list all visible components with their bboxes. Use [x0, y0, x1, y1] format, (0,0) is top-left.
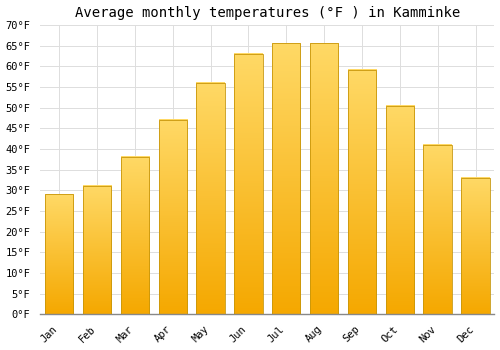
Bar [386, 106, 414, 314]
Bar [83, 186, 111, 314]
Bar [196, 83, 225, 314]
Bar [234, 54, 262, 314]
Title: Average monthly temperatures (°F ) in Kamminke: Average monthly temperatures (°F ) in Ka… [74, 6, 460, 20]
Bar [462, 178, 489, 314]
Bar [45, 195, 74, 314]
Bar [158, 120, 187, 314]
Bar [310, 43, 338, 314]
Bar [120, 157, 149, 314]
Bar [272, 43, 300, 314]
Bar [424, 145, 452, 314]
Bar [348, 70, 376, 314]
